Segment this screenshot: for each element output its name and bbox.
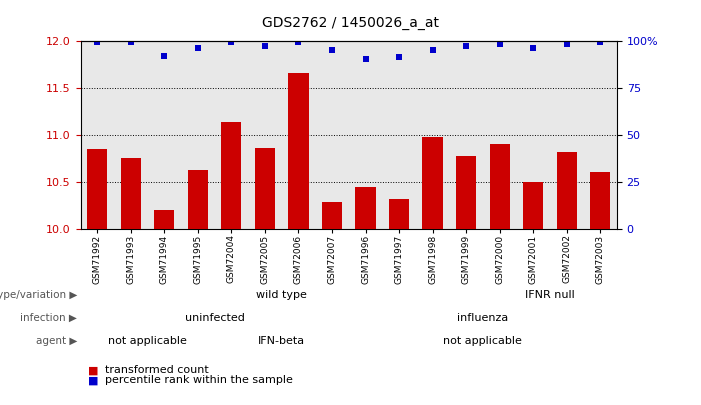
Text: genotype/variation ▶: genotype/variation ▶ [0,290,77,300]
Bar [188,171,208,229]
Bar [456,156,476,229]
Bar [489,144,510,229]
Point [327,47,338,53]
Bar [222,122,241,229]
Point [527,45,538,51]
Bar [355,188,376,229]
Bar [590,173,610,229]
Text: IFNR null: IFNR null [525,290,575,300]
Bar [88,149,107,229]
Bar [154,210,175,229]
Text: transformed count: transformed count [105,365,209,375]
Text: GDS2762 / 1450026_a_at: GDS2762 / 1450026_a_at [262,16,439,30]
Point [594,39,606,46]
Point [259,43,271,49]
Point [427,47,438,53]
Point [226,39,237,46]
Bar [523,182,543,229]
Bar [288,73,308,229]
Text: wild type: wild type [257,290,307,300]
Text: agent ▶: agent ▶ [36,336,77,346]
Point [494,41,505,47]
Text: ■: ■ [88,375,98,385]
Point [125,39,137,46]
Point [561,41,572,47]
Bar [389,199,409,229]
Bar [121,158,141,229]
Point [92,39,103,46]
Text: percentile rank within the sample: percentile rank within the sample [105,375,293,385]
Text: not applicable: not applicable [443,336,522,346]
Bar [322,202,342,229]
Bar [557,151,577,229]
Text: uninfected: uninfected [185,313,245,323]
Point [192,45,203,51]
Point [393,54,404,61]
Point [360,56,371,62]
Text: IFN-beta: IFN-beta [258,336,305,346]
Point [159,52,170,59]
Bar [423,137,442,229]
Text: influenza: influenza [457,313,508,323]
Bar [255,148,275,229]
Text: infection ▶: infection ▶ [20,313,77,323]
Point [461,43,472,49]
Point [293,39,304,46]
Text: not applicable: not applicable [108,336,187,346]
Text: ■: ■ [88,365,98,375]
